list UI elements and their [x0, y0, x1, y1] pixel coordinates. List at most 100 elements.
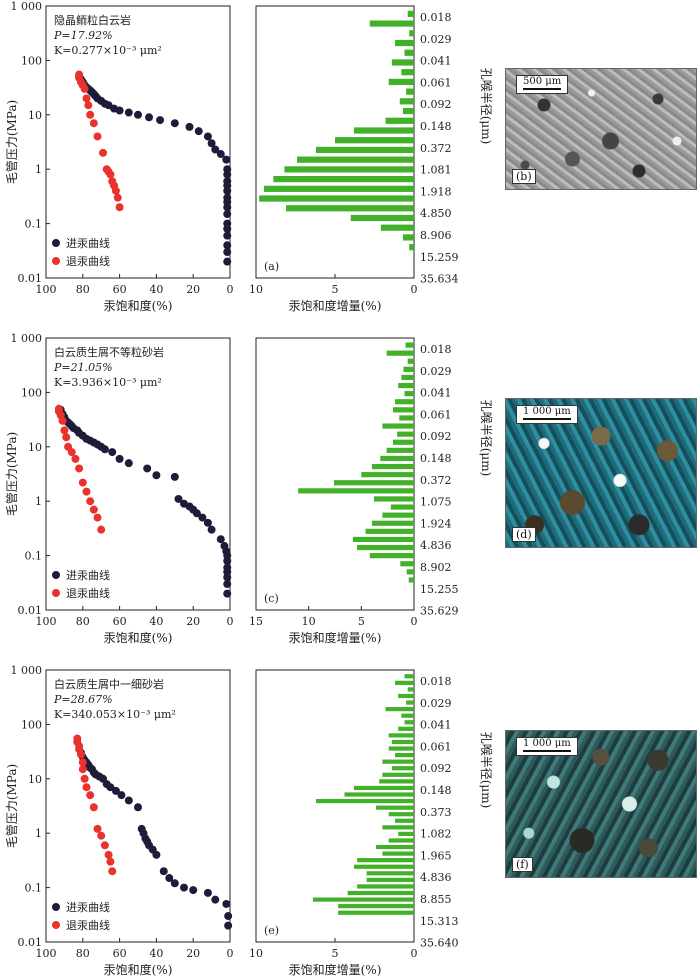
radius-label: 0.041: [420, 387, 452, 400]
panel-tag-d: (d): [512, 527, 536, 542]
increment-bar: [386, 350, 414, 356]
radius-label: 0.041: [420, 719, 452, 732]
bar-x-tick-label: 0: [411, 615, 418, 628]
y-tick-label: 10: [28, 109, 42, 122]
increment-bar: [382, 512, 414, 518]
radius-label: 1.918: [420, 185, 452, 198]
withdrawal-point: [89, 119, 98, 128]
intrusion-point: [180, 883, 188, 892]
intrusion-point: [115, 106, 124, 115]
increment-bar: [333, 480, 414, 486]
withdrawal-point: [86, 497, 95, 506]
legend-intrusion-marker: [52, 571, 60, 579]
increment-bar: [402, 234, 414, 241]
increment-bar: [395, 399, 414, 405]
y-tick-label: 1 000: [11, 0, 43, 13]
panel-tag-b: (b): [512, 169, 536, 184]
intrusion-point: [207, 139, 216, 148]
bar-x-tick-label: 5: [358, 615, 365, 628]
increment-bar: [392, 407, 414, 413]
radius-label: 0.061: [420, 740, 452, 753]
bar-x-tick-label: 0: [411, 283, 418, 296]
increment-bar: [361, 472, 414, 478]
intrusion-point: [223, 257, 232, 266]
increment-bar: [382, 851, 414, 856]
porosity-label: P=21.05%: [53, 361, 113, 374]
x-axis-title: 汞饱和度(%): [104, 630, 173, 645]
y-tick-label: 0.1: [25, 218, 43, 231]
withdrawal-point: [67, 448, 76, 457]
increment-bar: [388, 78, 414, 86]
intrusion-point: [211, 145, 220, 154]
intrusion-point: [222, 899, 231, 908]
radius-label: 0.372: [420, 474, 452, 487]
intrusion-point: [194, 127, 203, 136]
withdrawal-point: [89, 803, 98, 812]
withdrawal-point: [78, 765, 87, 774]
scatter-frame: [45, 337, 231, 611]
legend-withdrawal-marker: [52, 921, 60, 929]
x-tick-label: 60: [113, 947, 127, 960]
rock-name: 白云质生屑中一细砂岩: [54, 677, 164, 691]
legend-withdrawal-marker: [52, 589, 60, 597]
intrusion-point: [152, 850, 161, 859]
scale-bar: 1 000 μm: [516, 405, 578, 424]
radius-label: 15.255: [420, 583, 459, 596]
increment-bar: [369, 20, 414, 27]
increment-bar: [344, 792, 414, 797]
increment-bar: [404, 674, 414, 679]
withdrawal-point: [60, 426, 69, 435]
right-axis-title: 孔喉半径(μm): [479, 68, 493, 145]
intrusion-point: [222, 155, 231, 164]
radius-label: 0.041: [420, 55, 452, 68]
intrusion-point: [216, 150, 225, 159]
increment-bar: [388, 838, 414, 843]
rock-name: 隐晶鲕粒白云岩: [54, 13, 131, 27]
intrusion-point: [152, 471, 161, 480]
y-tick-label: 1 000: [11, 664, 43, 677]
increment-bar: [357, 544, 414, 551]
permeability-label: K=0.277×10⁻³ μm²: [54, 44, 162, 57]
y-tick-label: 1 000: [11, 332, 43, 345]
intrusion-point: [224, 912, 233, 921]
increment-bar: [388, 746, 414, 751]
withdrawal-point: [115, 203, 124, 212]
y-tick-label: 1: [35, 495, 42, 508]
increment-bar: [371, 520, 414, 526]
increment-bar: [382, 772, 414, 777]
y-axis-title: 毛管压力(MPa): [4, 432, 19, 516]
withdrawal-point: [97, 831, 106, 840]
radius-label: 8.902: [420, 561, 452, 574]
radius-label: 0.018: [420, 11, 452, 24]
permeability-label: K=340.053×10⁻³ μm²: [54, 708, 176, 721]
increment-bar: [402, 107, 414, 115]
legend-intrusion-label: 进汞曲线: [66, 236, 110, 250]
increment-bar: [357, 884, 414, 889]
legend-withdrawal-marker: [52, 257, 60, 265]
increment-bar: [391, 59, 414, 66]
radius-label: 4.836: [420, 871, 452, 884]
intrusion-point: [124, 796, 133, 805]
radius-label: 0.372: [420, 142, 452, 155]
withdrawal-point: [82, 783, 91, 792]
increment-bar: [406, 700, 414, 705]
increment-bar: [397, 431, 414, 437]
increment-bar: [338, 904, 414, 909]
increment-bar: [385, 117, 414, 124]
radius-label: 1.924: [420, 517, 452, 530]
increment-bar: [380, 455, 414, 462]
panel-tag-f: (f): [512, 857, 533, 872]
radius-label: 0.148: [420, 784, 452, 797]
x-tick-label: 100: [36, 615, 57, 628]
scale-bar: 1 000 μm: [516, 737, 578, 756]
withdrawal-point: [84, 101, 93, 110]
bar-x-tick-label: 0: [411, 947, 418, 960]
legend-intrusion-label: 进汞曲线: [66, 568, 110, 582]
increment-bar: [382, 825, 414, 830]
x-tick-label: 20: [186, 947, 200, 960]
intrusion-point: [192, 509, 201, 518]
intrusion-point: [170, 879, 179, 888]
intrusion-point: [223, 210, 232, 219]
radius-label: 0.029: [420, 697, 452, 710]
intrusion-point: [203, 518, 212, 527]
